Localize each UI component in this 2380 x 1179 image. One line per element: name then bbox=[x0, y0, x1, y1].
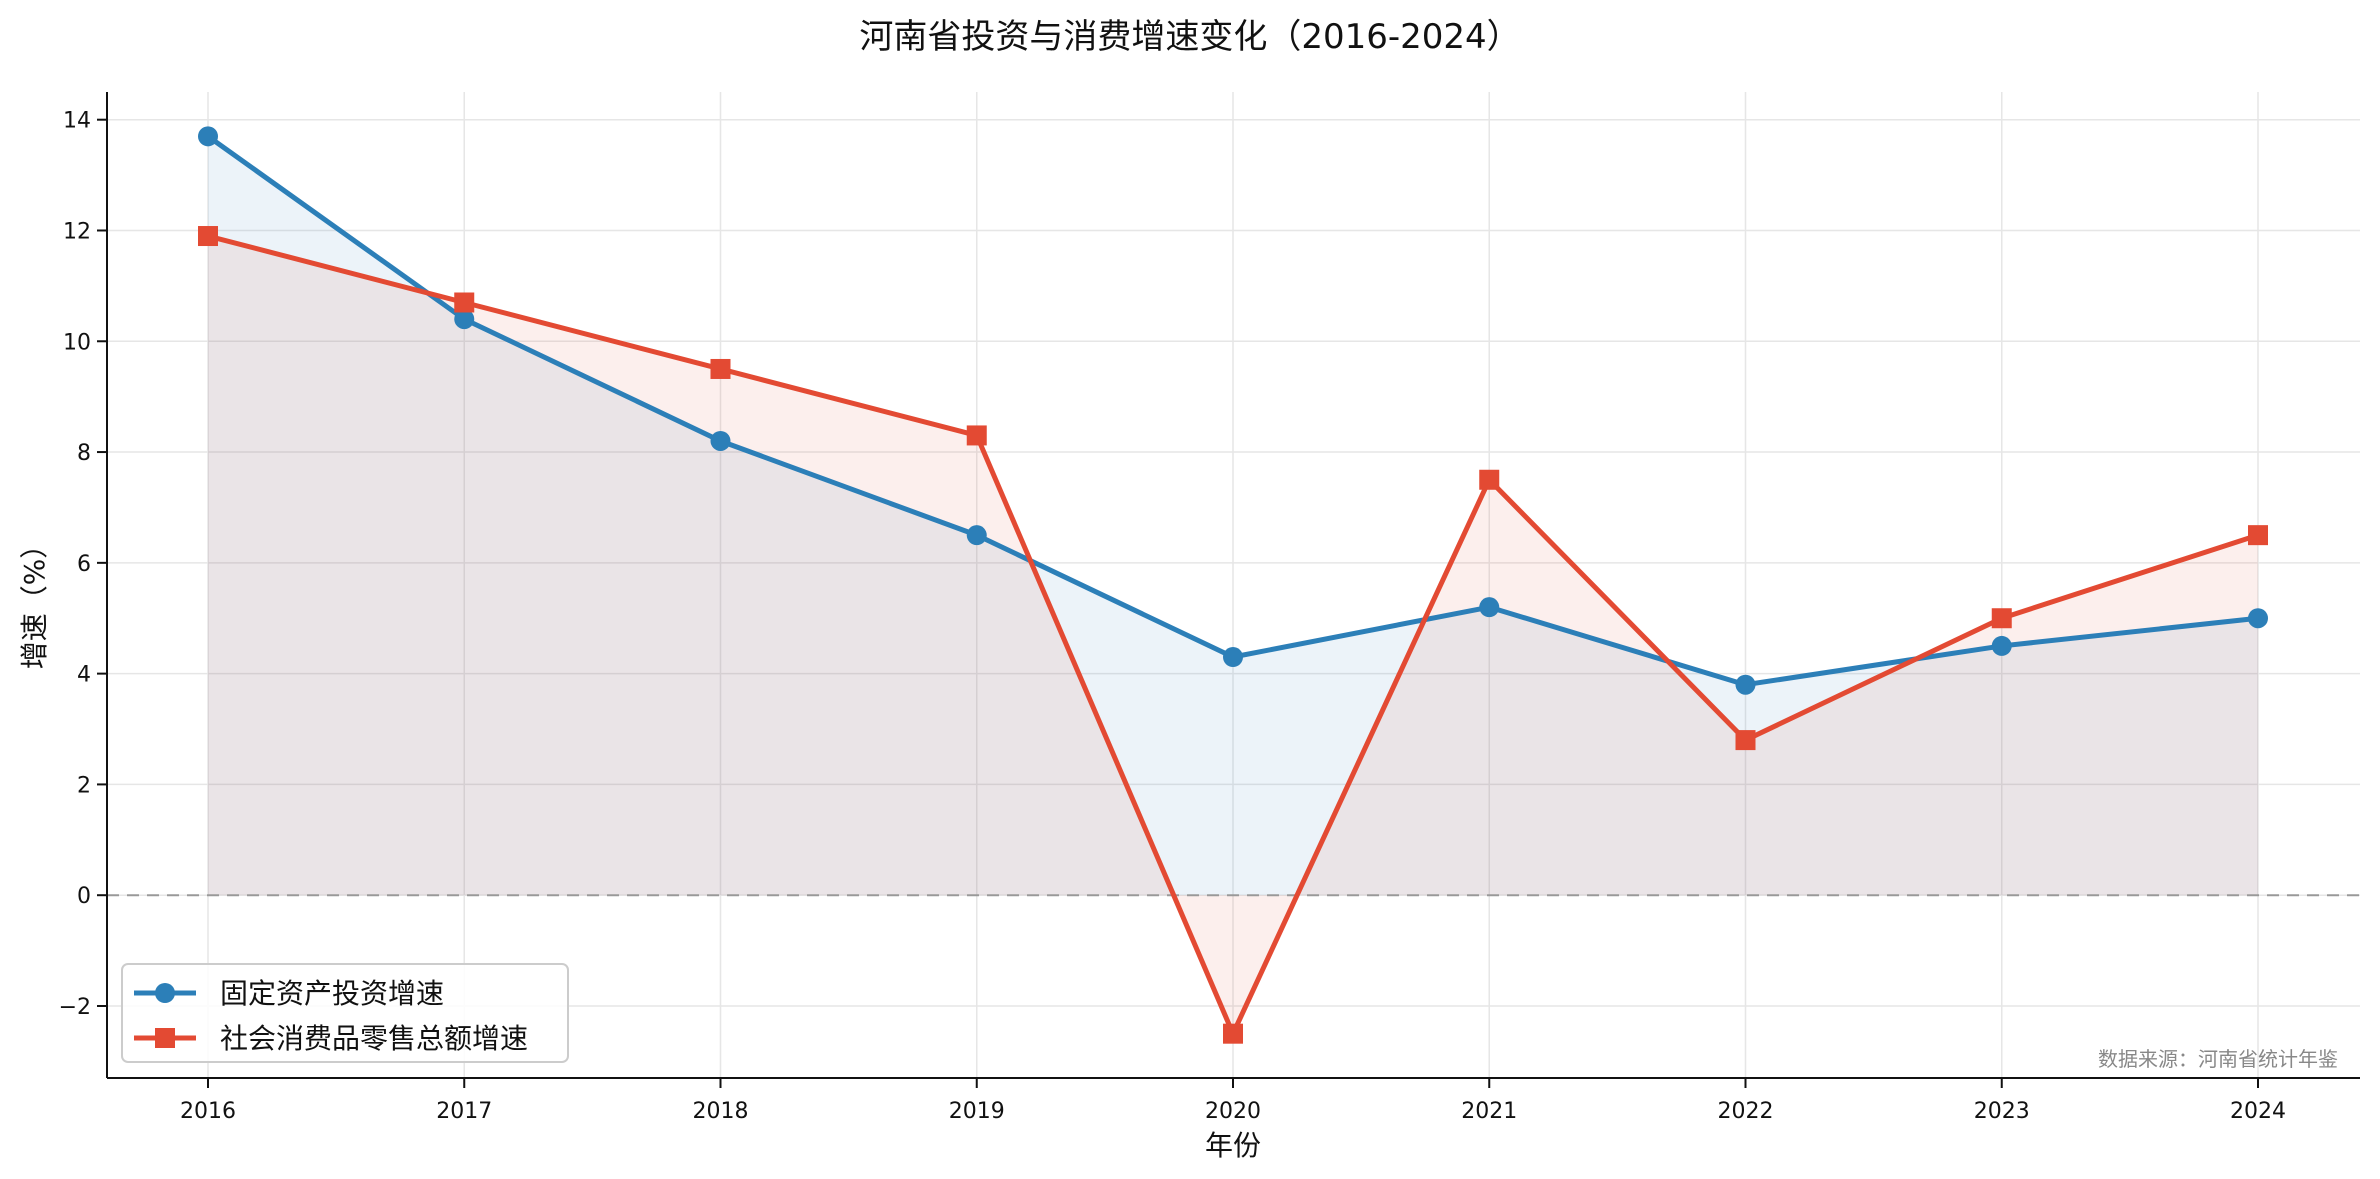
grid bbox=[107, 92, 2360, 1078]
y-tick-label: 10 bbox=[63, 330, 91, 355]
series-1-point bbox=[1479, 469, 1500, 490]
chart-title: 河南省投资与消费增速变化（2016-2024） bbox=[859, 17, 1520, 57]
x-ticks: 2016 2017 2018 2019 2020 2021 2022 2023 2024 bbox=[180, 1078, 2286, 1124]
series-1-point bbox=[1223, 1023, 1243, 1044]
legend-label-investment: 固定资产投资增速 bbox=[220, 977, 444, 1010]
series-0-area bbox=[208, 136, 2258, 896]
y-ticks: −2 0 2 4 6 8 10 12 14 bbox=[59, 109, 107, 1020]
series-0-point bbox=[1479, 597, 1500, 618]
y-tick-label: 0 bbox=[77, 884, 91, 909]
data-source-note: 数据来源：河南省统计年鉴 bbox=[2098, 1047, 2338, 1071]
series-0-point bbox=[198, 126, 218, 147]
legend-marker-investment bbox=[155, 983, 175, 1003]
series-1-point bbox=[454, 292, 475, 313]
legend-label-retail: 社会消费品零售总额增速 bbox=[220, 1022, 528, 1055]
legend: 固定资产投资增速 社会消费品零售总额增速 bbox=[121, 963, 569, 1063]
series-1-point bbox=[710, 358, 731, 379]
y-tick-label: −2 bbox=[59, 995, 91, 1020]
series-0-point bbox=[966, 525, 987, 546]
y-axis-label: 增速（%） bbox=[18, 531, 51, 670]
y-tick-label: 6 bbox=[77, 552, 91, 577]
x-tick-label: 2021 bbox=[1461, 1099, 1517, 1124]
series-1-point bbox=[198, 226, 218, 247]
series-0-point bbox=[1735, 674, 1756, 695]
series-0-point bbox=[710, 430, 731, 451]
legend-box bbox=[121, 963, 569, 1063]
series-0-point bbox=[454, 309, 475, 330]
legend-marker-retail bbox=[155, 1028, 175, 1048]
series-0-point bbox=[1223, 647, 1243, 668]
x-tick-label: 2016 bbox=[180, 1099, 236, 1124]
x-tick-label: 2017 bbox=[436, 1099, 492, 1124]
y-tick-label: 12 bbox=[63, 219, 91, 244]
x-tick-label: 2023 bbox=[1974, 1099, 2030, 1124]
y-tick-label: 14 bbox=[63, 109, 91, 134]
x-axis-label: 年份 bbox=[1205, 1129, 1261, 1162]
x-tick-label: 2018 bbox=[693, 1099, 749, 1124]
x-tick-label: 2019 bbox=[949, 1099, 1005, 1124]
series-1-point bbox=[1991, 608, 2012, 629]
y-tick-label: 2 bbox=[77, 773, 91, 798]
series-1-point bbox=[2248, 525, 2268, 546]
series-lines bbox=[198, 126, 2268, 1044]
x-tick-label: 2022 bbox=[1718, 1099, 1774, 1124]
series-0-point bbox=[1991, 635, 2012, 656]
x-tick-label: 2020 bbox=[1205, 1099, 1261, 1124]
series-0-point bbox=[2248, 608, 2268, 629]
y-tick-label: 8 bbox=[77, 441, 91, 466]
series-1-point bbox=[966, 425, 987, 446]
y-tick-label: 4 bbox=[77, 663, 91, 688]
x-tick-label: 2024 bbox=[2230, 1099, 2286, 1124]
series-1-point bbox=[1735, 730, 1756, 751]
